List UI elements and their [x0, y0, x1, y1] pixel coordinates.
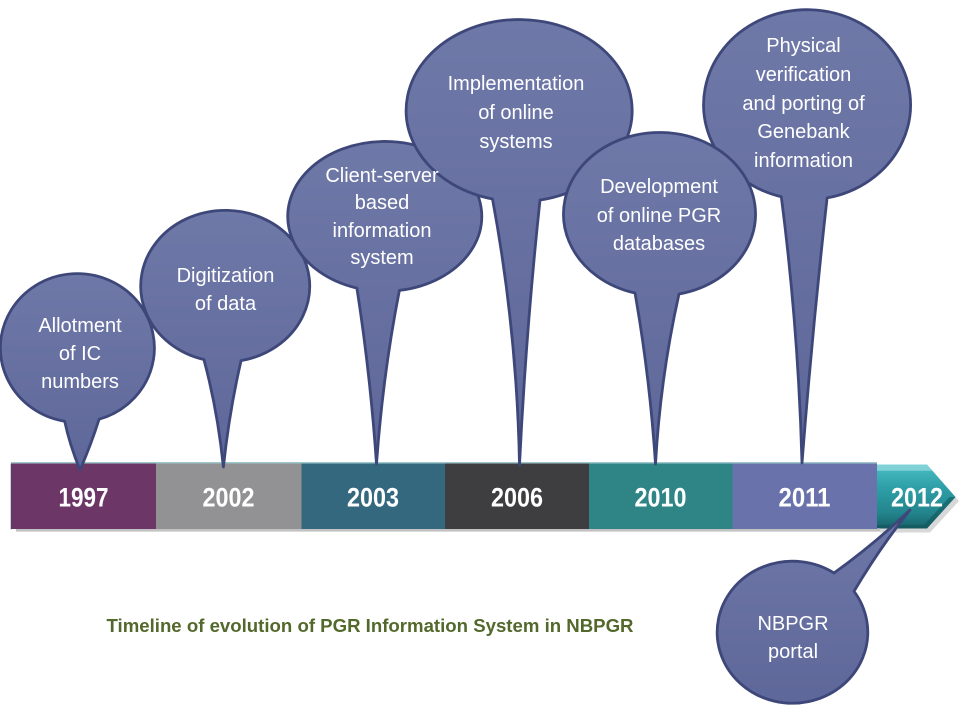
svg-text:and porting of: and porting of: [742, 93, 865, 115]
svg-text:Allotment: Allotment: [38, 315, 122, 337]
svg-text:Client-server: Client-server: [325, 165, 439, 187]
svg-text:of IC: of IC: [59, 343, 101, 365]
svg-text:2003: 2003: [347, 483, 399, 513]
svg-text:databases: databases: [613, 233, 705, 255]
svg-text:Genebank: Genebank: [757, 121, 850, 143]
svg-text:2002: 2002: [203, 483, 255, 513]
svg-text:of data: of data: [195, 293, 257, 315]
svg-text:information: information: [754, 150, 853, 172]
svg-text:information: information: [333, 220, 432, 242]
svg-text:2011: 2011: [779, 483, 831, 513]
svg-text:of online: of online: [478, 102, 554, 124]
svg-text:portal: portal: [768, 641, 818, 663]
svg-text:based: based: [355, 192, 410, 214]
svg-text:systems: systems: [479, 131, 552, 153]
svg-text:2010: 2010: [635, 483, 687, 513]
svg-text:1997: 1997: [59, 483, 109, 513]
svg-text:Physical: Physical: [766, 35, 840, 57]
svg-text:Timeline of evolution of PGR I: Timeline of evolution of PGR Information…: [107, 616, 634, 636]
svg-text:verification: verification: [756, 64, 852, 86]
svg-text:system: system: [350, 247, 413, 269]
svg-text:numbers: numbers: [41, 371, 119, 393]
svg-text:of online PGR: of online PGR: [597, 205, 722, 227]
svg-text:2006: 2006: [491, 483, 543, 513]
svg-text:Development: Development: [600, 176, 718, 198]
svg-text:Digitization: Digitization: [177, 265, 275, 287]
svg-text:Implementation: Implementation: [448, 73, 585, 95]
svg-text:2012: 2012: [891, 483, 943, 513]
svg-text:NBPGR: NBPGR: [757, 613, 828, 635]
